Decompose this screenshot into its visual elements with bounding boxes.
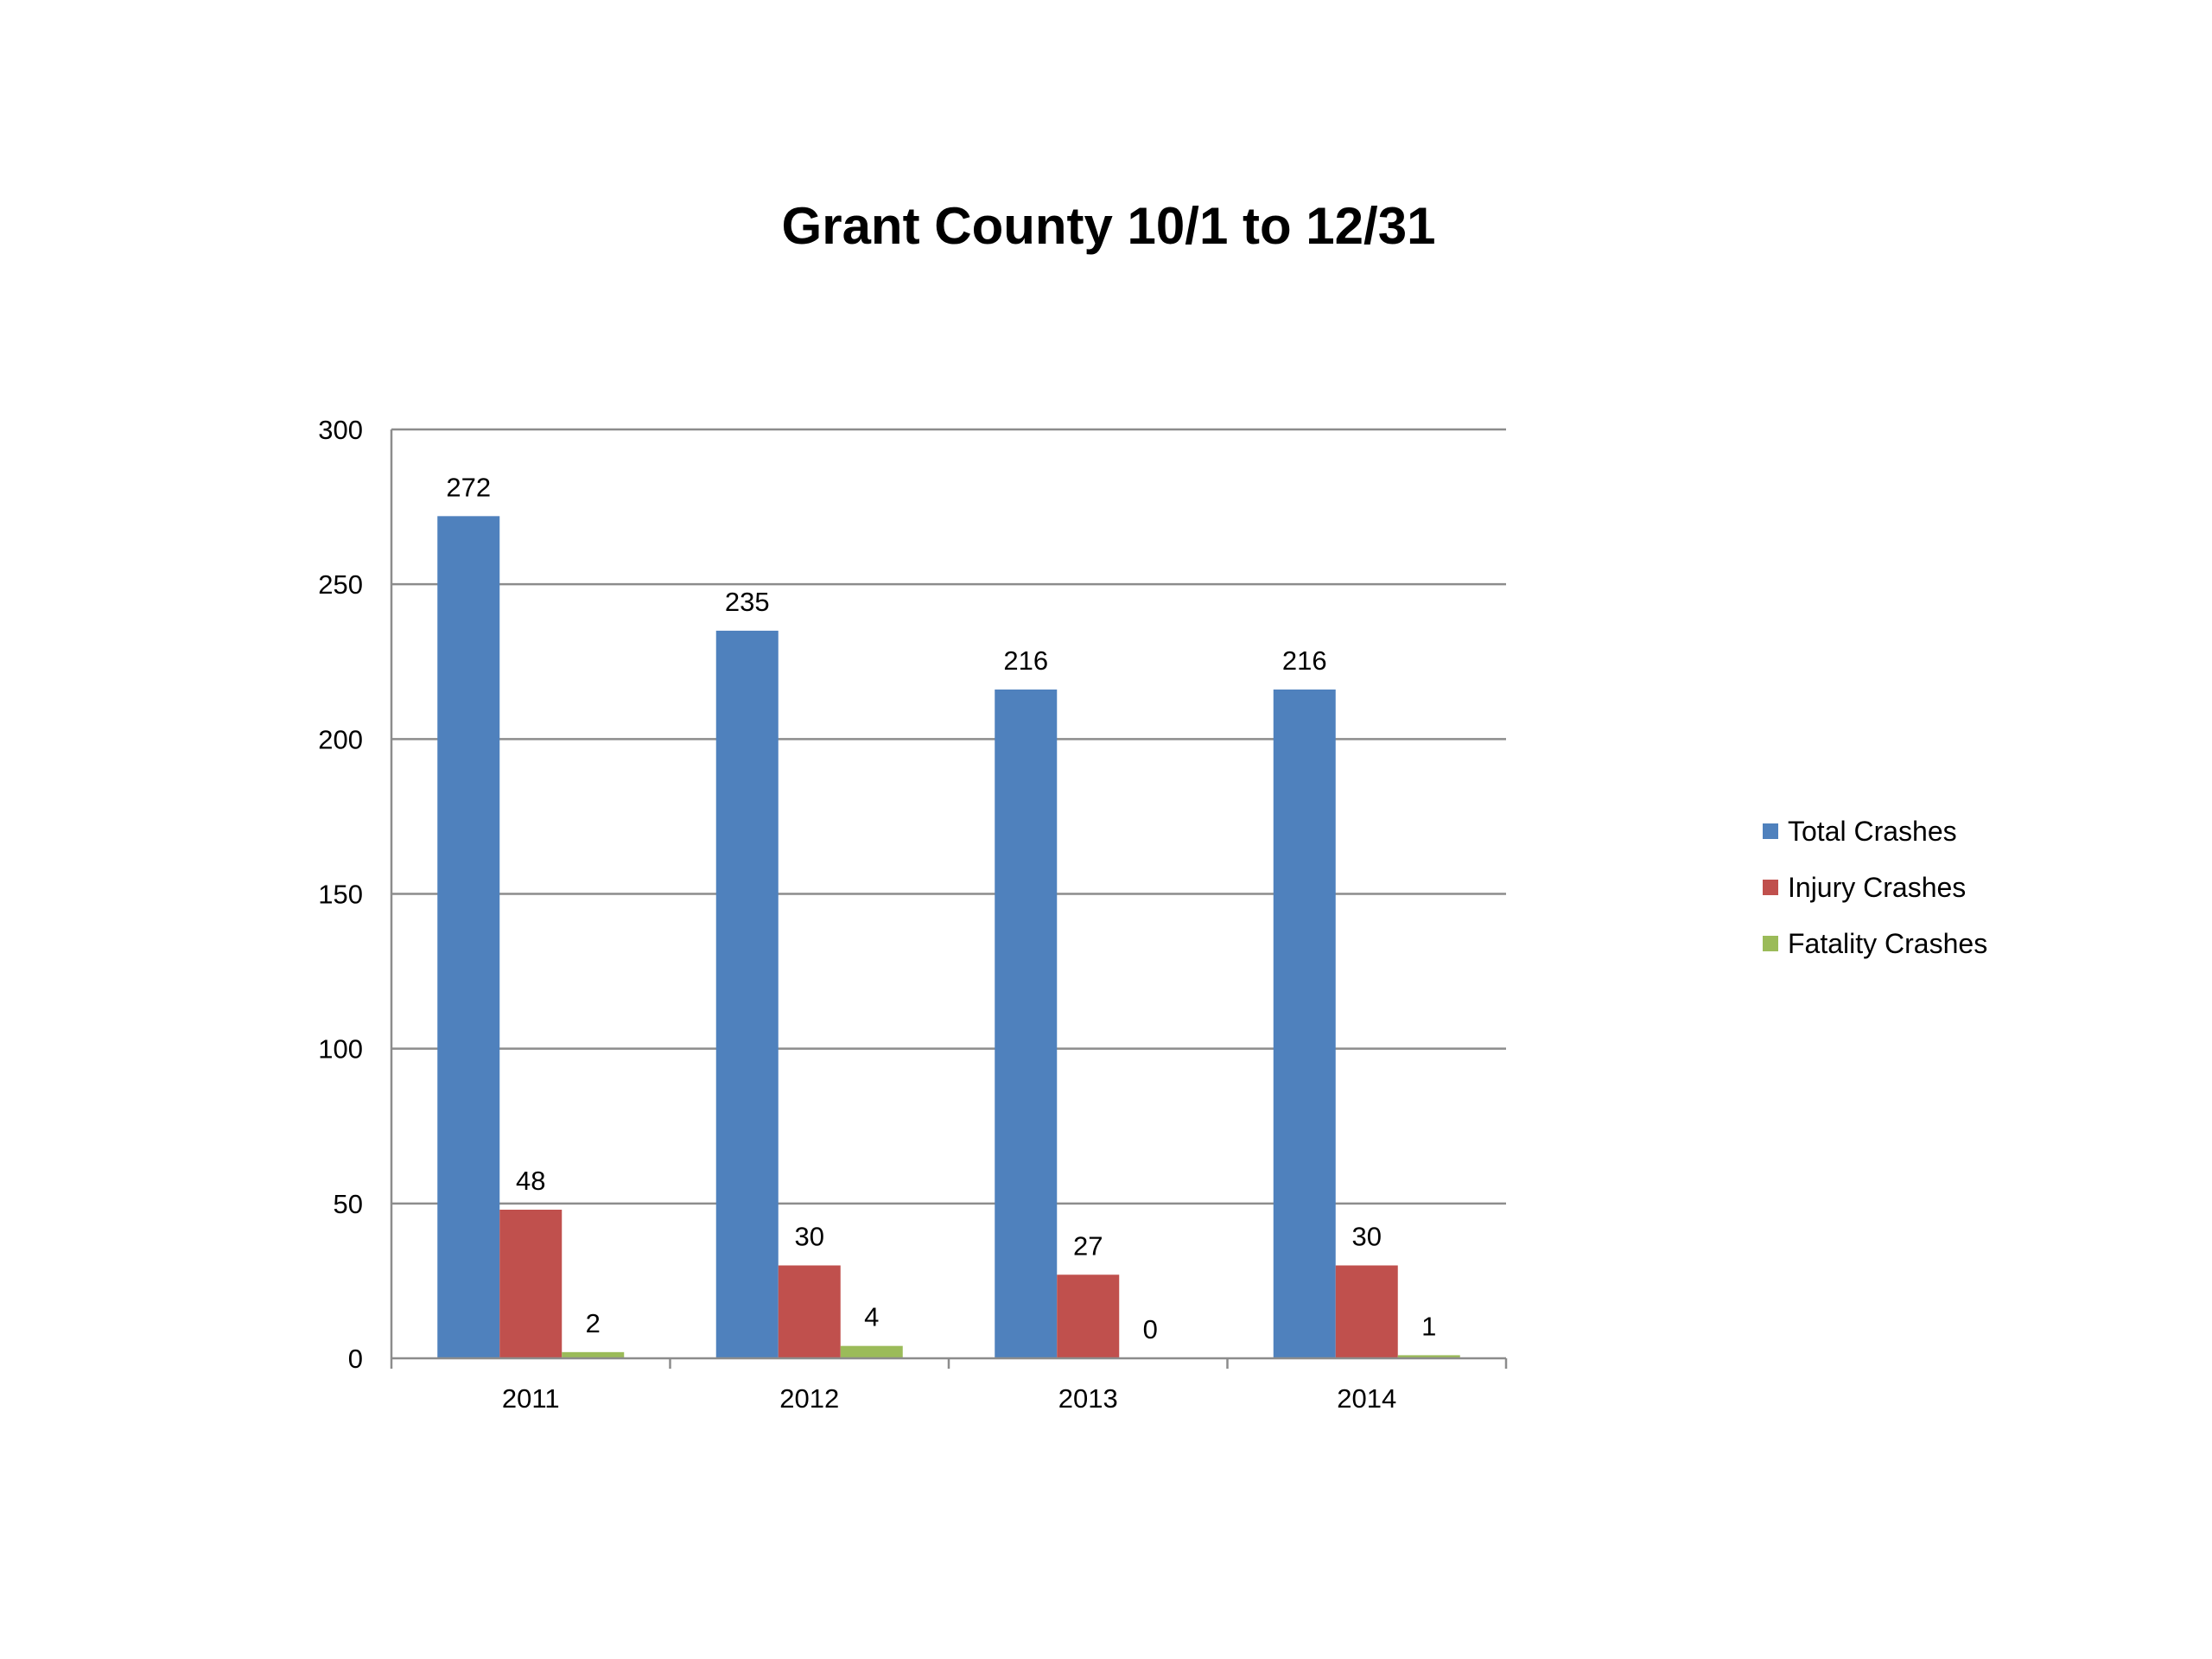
data-label-total-crashes-2011: 272	[446, 472, 491, 502]
legend: Total Crashes Injury Crashes Fatality Cras…	[1763, 816, 1987, 959]
data-label-fatality-crashes-2012: 4	[864, 1302, 879, 1332]
data-label-total-crashes-2014: 216	[1282, 645, 1327, 676]
x-tick-label-2012: 2012	[779, 1383, 839, 1414]
data-label-fatality-crashes-2011: 2	[586, 1308, 601, 1338]
data-label-injury-crashes-2011: 48	[516, 1166, 545, 1196]
x-tick-label-2014: 2014	[1337, 1383, 1396, 1414]
bar-injury-crashes-2011	[499, 1210, 563, 1358]
y-tick-label-50: 50	[334, 1189, 363, 1219]
y-tick-label-300: 300	[318, 415, 363, 445]
data-label-fatality-crashes-2013: 0	[1143, 1314, 1158, 1344]
chart-title: Grant County 10/1 to 12/31	[782, 197, 1436, 255]
legend-label-injury-crashes: Injury Crashes	[1788, 872, 1966, 903]
y-tick-label-150: 150	[318, 880, 363, 910]
bar-total-crashes-2011	[437, 516, 500, 1358]
bar-injury-crashes-2013	[1057, 1274, 1120, 1358]
legend-swatch-injury-crashes	[1763, 880, 1778, 895]
bar-injury-crashes-2012	[778, 1265, 841, 1358]
data-label-injury-crashes-2013: 27	[1073, 1230, 1103, 1261]
gridlines	[391, 428, 1506, 1205]
data-labels: 272 48 2 235 30 4 216 27 0 216 30 1	[446, 472, 1436, 1344]
bar-total-crashes-2014	[1273, 690, 1336, 1358]
x-tick-label-2011: 2011	[502, 1383, 560, 1414]
bar-total-crashes-2013	[995, 690, 1058, 1358]
data-label-fatality-crashes-2014: 1	[1421, 1311, 1436, 1341]
bar-fatality-crashes-2012	[840, 1345, 903, 1358]
legend-label-total-crashes: Total Crashes	[1788, 816, 1957, 847]
y-tick-label-100: 100	[318, 1034, 363, 1065]
bars	[437, 516, 1460, 1358]
bar-total-crashes-2012	[715, 630, 779, 1358]
bar-injury-crashes-2014	[1335, 1265, 1398, 1358]
data-label-injury-crashes-2012: 30	[795, 1222, 824, 1252]
x-tick-label-2013: 2013	[1058, 1383, 1118, 1414]
legend-swatch-total-crashes	[1763, 823, 1778, 839]
bar-fatality-crashes-2014	[1397, 1355, 1460, 1358]
data-label-total-crashes-2013: 216	[1003, 645, 1048, 676]
legend-swatch-fatality-crashes	[1763, 936, 1778, 951]
y-tick-label-0: 0	[348, 1344, 363, 1374]
data-label-total-crashes-2012: 235	[725, 587, 770, 617]
legend-label-fatality-crashes: Fatality Crashes	[1788, 928, 1987, 959]
y-tick-label-250: 250	[318, 569, 363, 600]
y-tick-label-200: 200	[318, 724, 363, 754]
data-label-injury-crashes-2014: 30	[1352, 1222, 1382, 1252]
bar-fatality-crashes-2011	[562, 1351, 625, 1358]
